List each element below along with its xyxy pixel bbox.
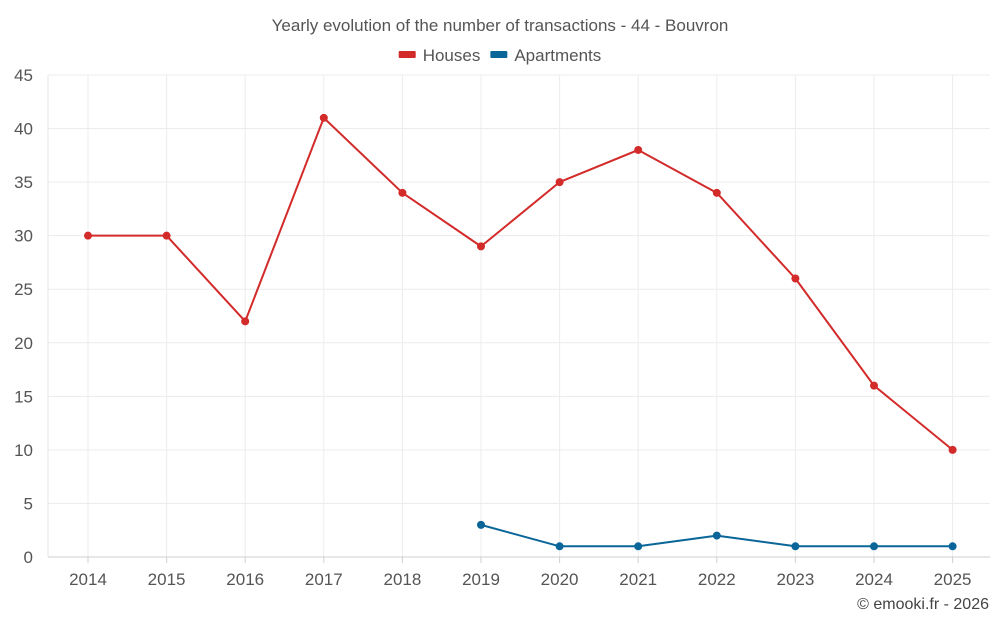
- data-point-houses: [634, 145, 643, 154]
- x-axis-ticks: 2014 2015 2016 2017 2018 2019 2020 2021 2022 2023…: [69, 570, 971, 589]
- x-tick-label: 2021: [619, 570, 657, 589]
- y-tick-label: 10: [14, 441, 33, 460]
- x-tick-label: 2020: [541, 570, 579, 589]
- credit-text: © emooki.fr - 2026: [857, 596, 989, 613]
- data-point-houses: [948, 445, 957, 454]
- x-tick-label: 2025: [934, 570, 972, 589]
- x-tick-label: 2024: [855, 570, 893, 589]
- data-point-houses: [162, 231, 171, 240]
- data-point-houses: [84, 231, 92, 240]
- data-point-apartments: [870, 542, 878, 551]
- series-line-houses: [88, 116, 954, 451]
- x-tick-label: 2023: [776, 570, 814, 589]
- legend-item-apartments: Apartments: [490, 46, 601, 65]
- y-tick-label: 35: [14, 173, 33, 192]
- y-tick-label: 0: [24, 548, 33, 567]
- data-point-apartments: [555, 542, 564, 551]
- legend: Houses Apartments: [398, 46, 601, 65]
- legend-label-apartments: Apartments: [514, 46, 601, 65]
- data-point-houses: [555, 178, 564, 187]
- data-point-houses: [241, 317, 250, 326]
- series-houses: [84, 113, 957, 454]
- series-layer: [84, 113, 957, 551]
- legend-swatch-houses: [398, 51, 416, 58]
- grid: [48, 74, 990, 557]
- data-point-apartments: [634, 542, 643, 551]
- y-axis-ticks: 0 5 10 15 20 25 30 35 40 45: [14, 66, 33, 567]
- y-tick-label: 25: [14, 280, 33, 299]
- x-tick-label: 2017: [305, 570, 343, 589]
- x-tick-label: 2016: [226, 570, 264, 589]
- data-point-apartments: [948, 542, 957, 551]
- data-point-houses: [477, 242, 485, 251]
- y-tick-label: 20: [14, 334, 33, 353]
- data-point-houses: [712, 188, 721, 197]
- x-tick-label: 2015: [148, 570, 186, 589]
- series-apartments: [477, 520, 957, 551]
- y-tick-label: 30: [14, 227, 33, 246]
- x-tick-label: 2022: [698, 570, 736, 589]
- y-tick-label: 15: [14, 387, 33, 406]
- data-point-houses: [319, 113, 328, 122]
- x-tick-label: 2019: [462, 570, 500, 589]
- data-point-houses: [870, 381, 878, 390]
- data-point-houses: [398, 188, 407, 197]
- x-tick-label: 2018: [383, 570, 421, 589]
- data-point-apartments: [791, 542, 800, 551]
- legend-swatch-apartments: [490, 51, 508, 58]
- y-tick-label: 45: [14, 66, 33, 85]
- x-tick-label: 2014: [69, 570, 107, 589]
- axes: [47, 75, 990, 563]
- data-point-apartments: [712, 531, 721, 540]
- legend-item-houses: Houses: [398, 46, 481, 65]
- y-tick-label: 40: [14, 120, 33, 139]
- data-point-apartments: [477, 520, 485, 529]
- y-tick-label: 5: [24, 494, 33, 513]
- data-point-houses: [791, 274, 800, 283]
- chart-title: Yearly evolution of the number of transa…: [272, 16, 729, 35]
- legend-label-houses: Houses: [423, 46, 481, 65]
